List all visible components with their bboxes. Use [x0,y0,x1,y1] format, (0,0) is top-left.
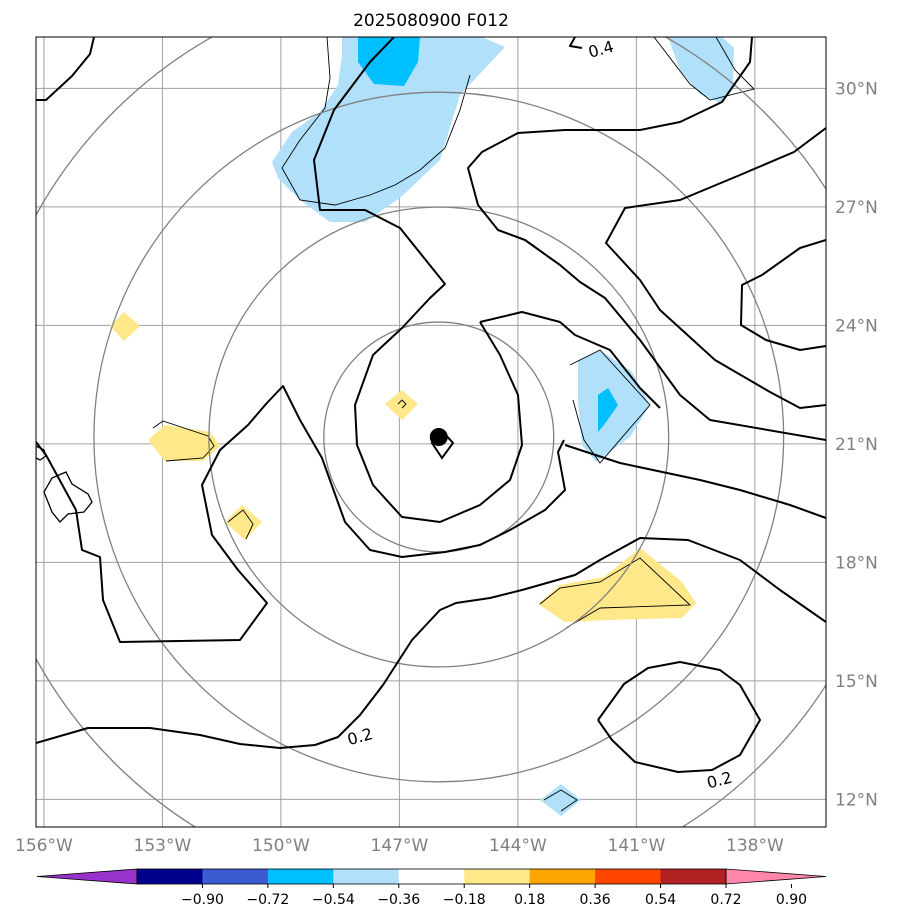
black-contours [36,37,826,773]
contour-label: 0.4 [586,37,616,62]
fill-outline [152,420,215,462]
colorbar-tick-label: −0.72 [246,892,289,908]
colorbar-swatch [595,869,662,884]
y-axis-ticks: 30°N 27°N 24°N 21°N 18°N 15°N 12°N [835,79,878,810]
contour-line [36,537,826,749]
fill-outline [281,37,471,206]
x-tick-label: 150°W [252,836,310,856]
fill-negative-north [272,37,505,222]
x-tick-label: 138°W [726,836,784,856]
y-tick-label: 18°N [835,553,878,573]
chart-title: 2025080900 F012 [353,11,509,31]
fill-positive-center [385,390,418,420]
contour-line [564,444,826,519]
coastline-hawaii [36,445,93,523]
y-tick-label: 21°N [835,435,878,455]
contour-line [36,37,95,101]
y-tick-label: 24°N [835,316,878,336]
colorbar-extend-low [36,868,138,885]
fill-positive-west [110,312,140,341]
colorbar-swatch [267,869,334,884]
colorbar-tick-label: 0.18 [514,892,545,908]
colorbar-tick-label: −0.54 [312,892,355,908]
x-tick-label: 147°W [371,836,429,856]
fill-outline [539,557,692,629]
colorbar-extend-high [725,868,827,885]
colorbar-tick-label: 0.36 [580,892,611,908]
coastline [36,445,47,461]
fill-outline [227,509,254,540]
contour-line [740,239,826,351]
fill-positive-southeast [538,548,696,622]
colorbar-tick-label: 0.90 [776,892,807,908]
contour-line [313,37,523,523]
storm-center [429,428,448,446]
colorbar-swatch [398,869,465,884]
contour-line [569,37,583,49]
fill-outline [397,399,407,409]
x-tick-label: 153°W [134,836,192,856]
storm-center-marker [429,428,448,446]
colorbar-tick-label: −0.36 [377,892,420,908]
x-axis-ticks: 156°W 153°W 150°W 147°W 144°W 141°W 138°W [15,836,784,856]
contour-line [605,127,826,409]
colorbar-tick-label: −0.18 [443,892,486,908]
contour-label: 0.2 [345,724,375,749]
colorbar-swatch [333,869,400,884]
y-tick-label: 27°N [835,198,878,218]
contour-line [467,37,826,441]
colorbar-swatch [202,869,269,884]
colorbar-swatch [137,869,203,884]
fill-negative-northeast [668,37,734,103]
y-tick-label: 12°N [835,790,878,810]
x-tick-label: 141°W [608,836,666,856]
colorbar-frame [136,868,727,885]
colorbar-swatch [660,869,727,884]
fill-strong-negative-north [358,37,420,86]
anomaly-fills [110,37,755,816]
contour-line [479,311,661,409]
y-tick-label: 15°N [835,672,878,692]
plot-frame [35,36,827,828]
fill-outline [653,37,755,101]
contour-line [36,385,566,643]
range-ring [93,91,785,783]
x-tick-label: 144°W [489,836,547,856]
x-tick-label: 156°W [15,836,73,856]
contour-line [597,661,761,773]
range-ring [208,206,670,668]
coastline [43,471,93,523]
colorbar-swatch [464,869,531,884]
colorbar-tick-label: −0.90 [181,892,224,908]
fill-outline [569,349,651,464]
colorbar-swatch [529,869,596,884]
fill-positive-hawaii-south [225,505,262,540]
contour-label: 0.2 [705,768,735,793]
colorbar-tick-label: 0.72 [710,892,741,908]
y-tick-label: 30°N [835,79,878,99]
colorbar-tick-label: 0.54 [645,892,676,908]
fill-negative-south [540,784,581,816]
fill-outline [543,789,578,812]
fill-strong-negative-east [598,388,618,432]
colorbar: −0.90 −0.72 −0.54 −0.36 −0.18 0.18 0.36 0.54 0.7… [36,868,827,908]
